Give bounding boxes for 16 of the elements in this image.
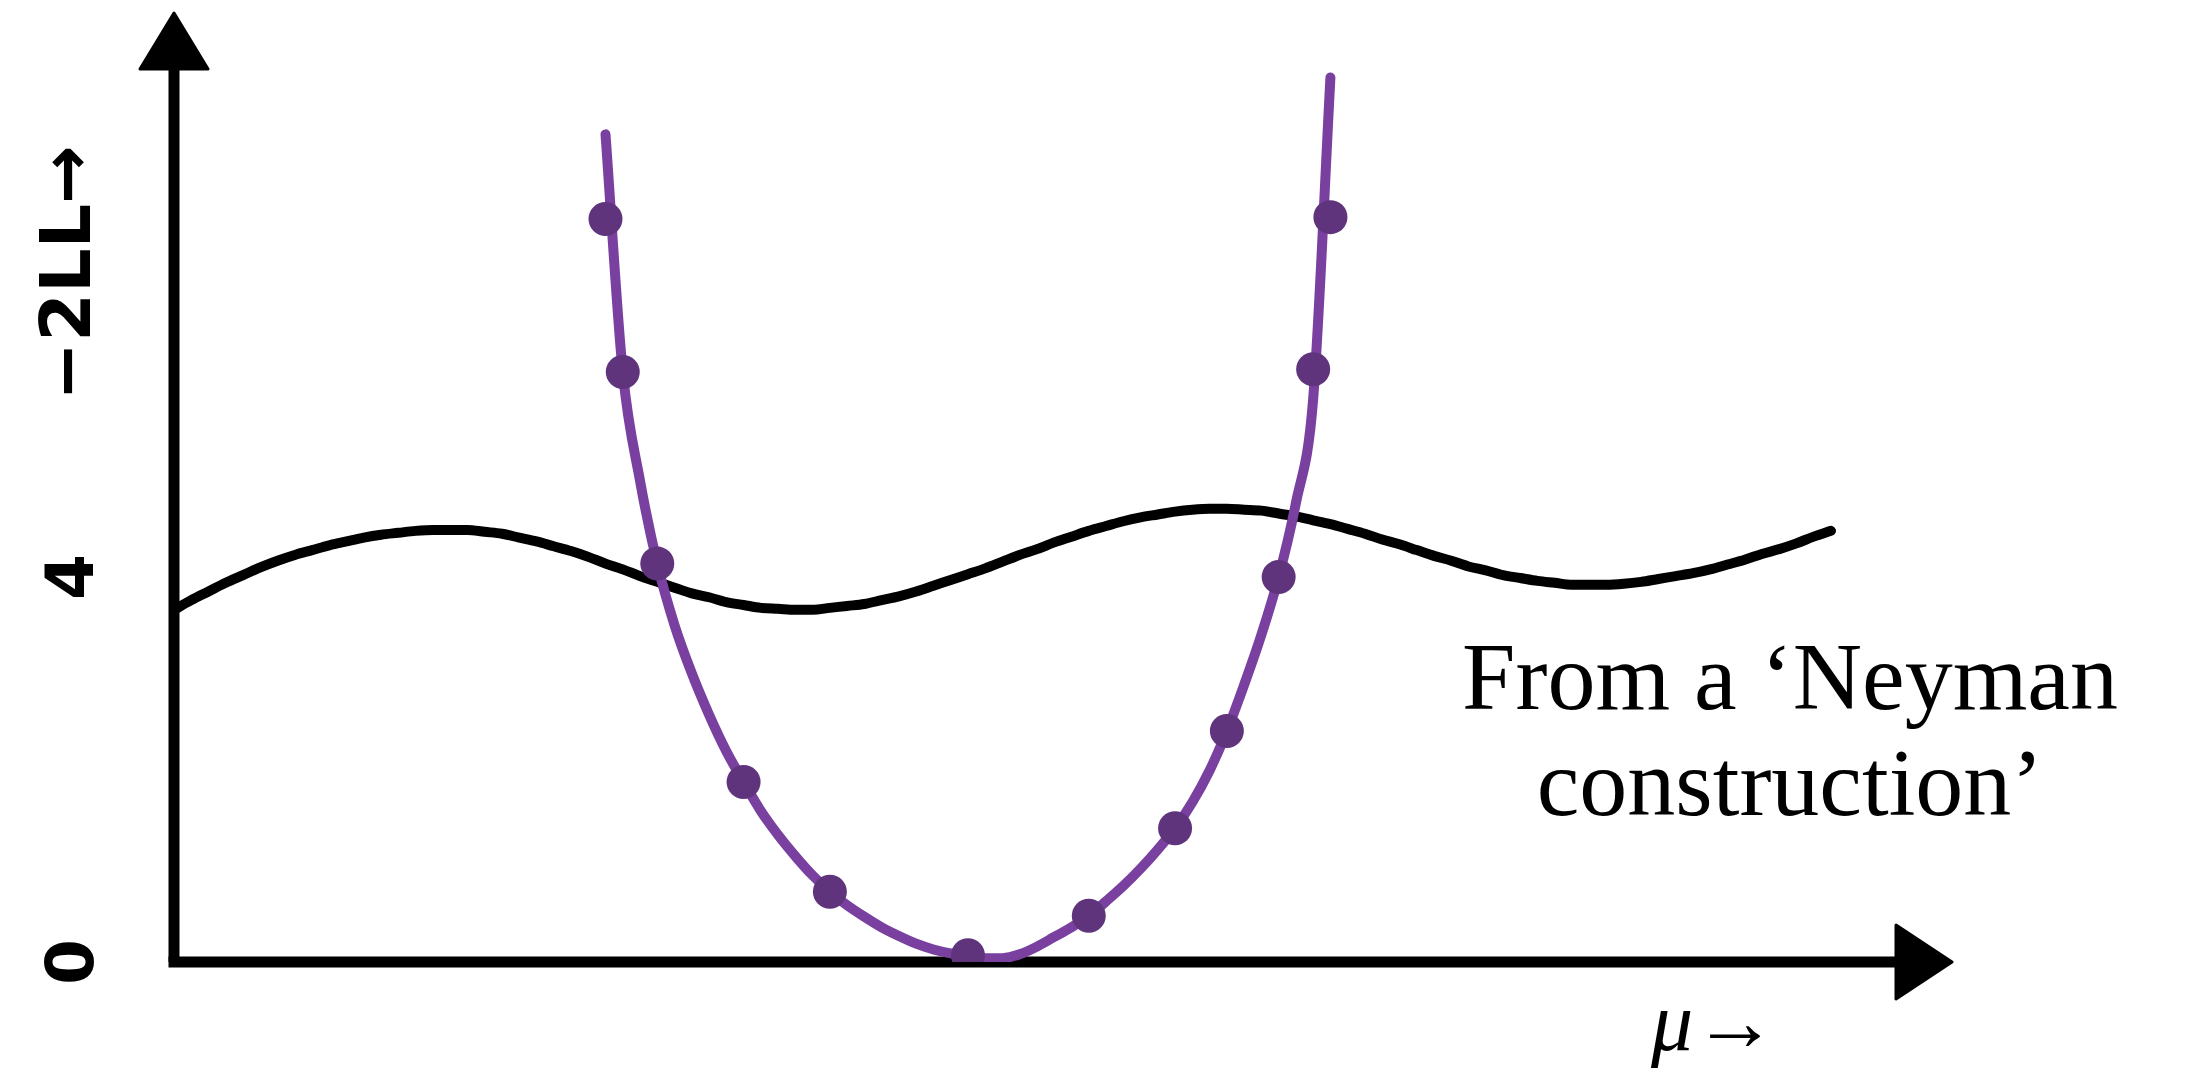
y-tick-label: 4 xyxy=(32,554,110,601)
y-tick-label: 0 xyxy=(32,939,110,985)
point xyxy=(1261,560,1296,595)
annotation: From a ‘Neyman construction’ xyxy=(1461,623,2119,836)
x-axis-title: μ→ xyxy=(1649,975,1778,1069)
point xyxy=(1209,714,1244,749)
point xyxy=(1313,200,1348,235)
point xyxy=(1296,352,1331,387)
point xyxy=(1158,811,1193,846)
point xyxy=(726,765,761,800)
point xyxy=(605,355,640,390)
point xyxy=(640,546,675,581)
point xyxy=(1071,898,1106,933)
point xyxy=(812,874,847,909)
point xyxy=(588,202,623,237)
y-axis-title: −2LL→ xyxy=(25,145,108,401)
